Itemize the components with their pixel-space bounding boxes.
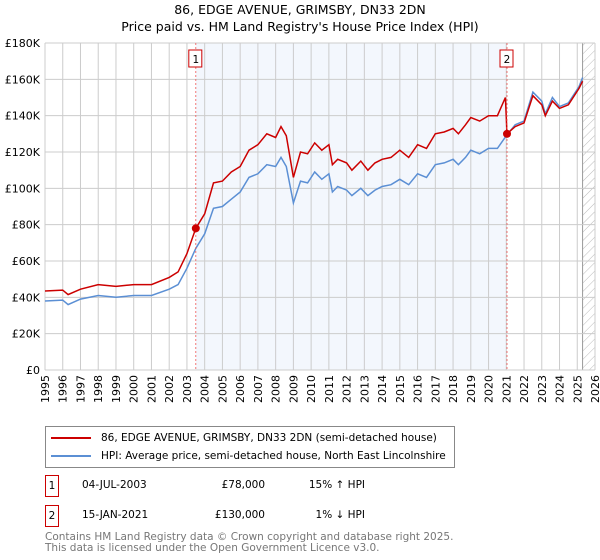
- legend: 86, EDGE AVENUE, GRIMSBY, DN33 2DN (semi…: [45, 426, 455, 468]
- x-tick-label: 2012: [341, 375, 354, 403]
- x-tick-label: 2017: [429, 375, 442, 403]
- x-tick-label: 2003: [181, 375, 194, 403]
- transaction-row: 2 15-JAN-2021 £130,000 1% ↓ HPI: [45, 505, 465, 527]
- transaction-badge: 1: [45, 475, 59, 497]
- y-tick-label: £80K: [12, 219, 41, 232]
- legend-swatch: [51, 437, 91, 439]
- sale-point: [191, 224, 200, 233]
- sale-badge-box: [188, 49, 203, 68]
- transaction-date: 04-JUL-2003: [82, 479, 147, 491]
- legend-label: HPI: Average price, semi-detached house,…: [101, 450, 446, 462]
- footer-license: This data is licensed under the Open Gov…: [45, 542, 380, 554]
- price-chart: 1 2 1995 1996 1997 1998 1999 2000 2001 2002 2003 20…: [5, 37, 600, 403]
- x-tick-label: 2025: [571, 375, 584, 403]
- x-tick-label: 2016: [412, 375, 425, 403]
- footer-copyright: Contains HM Land Registry data © Crown c…: [45, 531, 454, 543]
- sale-badge-box: [499, 49, 514, 68]
- x-tick-label: 2000: [128, 375, 141, 403]
- x-tick-label: 2002: [163, 375, 176, 403]
- x-tick-label: 2019: [465, 375, 478, 403]
- property-price-line: [44, 80, 584, 296]
- x-tick-label: 1998: [92, 375, 105, 403]
- x-tick-label: 2009: [287, 375, 300, 403]
- transaction-date: 15-JAN-2021: [82, 509, 149, 521]
- x-tick-label: 1997: [74, 375, 87, 403]
- hpi-line: [44, 77, 584, 306]
- x-tick-label: 2022: [518, 375, 531, 403]
- y-tick-label: £140K: [5, 110, 41, 123]
- x-tick-label: 2020: [483, 375, 496, 403]
- sale-badge-label: 1: [192, 54, 199, 66]
- y-tick-label: £20K: [12, 328, 41, 341]
- x-tick-label: 1995: [39, 375, 52, 403]
- y-tick-label: £0: [26, 364, 40, 377]
- sale-badge-label: 2: [504, 54, 511, 66]
- legend-label: 86, EDGE AVENUE, GRIMSBY, DN33 2DN (semi…: [101, 432, 437, 444]
- transaction-price: £78,000: [221, 479, 265, 491]
- transaction-row: 1 04-JUL-2003 £78,000 15% ↑ HPI: [45, 475, 465, 497]
- x-tick-label: 2007: [252, 375, 265, 403]
- y-tick-label: £120K: [5, 146, 41, 159]
- x-tick-label: 1999: [110, 375, 123, 403]
- x-tick-label: 2005: [216, 375, 229, 403]
- x-tick-label: 2004: [199, 375, 212, 403]
- transaction-price: £130,000: [214, 509, 265, 521]
- x-tick-label: 2021: [500, 375, 513, 403]
- x-tick-label: 2006: [234, 375, 247, 403]
- transaction-badge: 2: [45, 505, 59, 527]
- x-tick-label: 2023: [536, 375, 549, 403]
- y-tick-label: £160K: [5, 73, 41, 86]
- legend-swatch: [51, 455, 91, 457]
- y-tick-label: £180K: [5, 37, 41, 50]
- y-tick-label: £60K: [12, 255, 41, 268]
- x-tick-label: 2010: [305, 375, 318, 403]
- x-tick-label: 2008: [270, 375, 283, 403]
- x-tick-label: 2018: [447, 375, 460, 403]
- chart-subtitle: Price paid vs. HM Land Registry's House …: [121, 19, 479, 34]
- x-tick-label: 2026: [589, 375, 600, 403]
- x-tick-label: 2011: [323, 375, 336, 403]
- x-tick-label: 1996: [57, 375, 70, 403]
- y-tick-label: £40K: [12, 291, 41, 304]
- x-tick-label: 2001: [145, 375, 158, 403]
- legend-item-property: 86, EDGE AVENUE, GRIMSBY, DN33 2DN (semi…: [51, 432, 437, 444]
- x-tick-label: 2013: [358, 375, 371, 403]
- chart-title: 86, EDGE AVENUE, GRIMSBY, DN33 2DN: [174, 2, 426, 17]
- forecast-hatch: [582, 43, 595, 370]
- transaction-hpi: 1% ↓ HPI: [315, 509, 365, 521]
- ownership-period-band: [195, 43, 507, 370]
- transaction-hpi: 15% ↑ HPI: [308, 479, 365, 491]
- y-tick-label: £100K: [5, 182, 41, 195]
- x-tick-label: 2015: [394, 375, 407, 403]
- legend-item-hpi: HPI: Average price, semi-detached house,…: [51, 450, 446, 462]
- x-tick-label: 2014: [376, 375, 389, 403]
- sale-point: [503, 129, 511, 138]
- x-tick-label: 2024: [554, 375, 567, 403]
